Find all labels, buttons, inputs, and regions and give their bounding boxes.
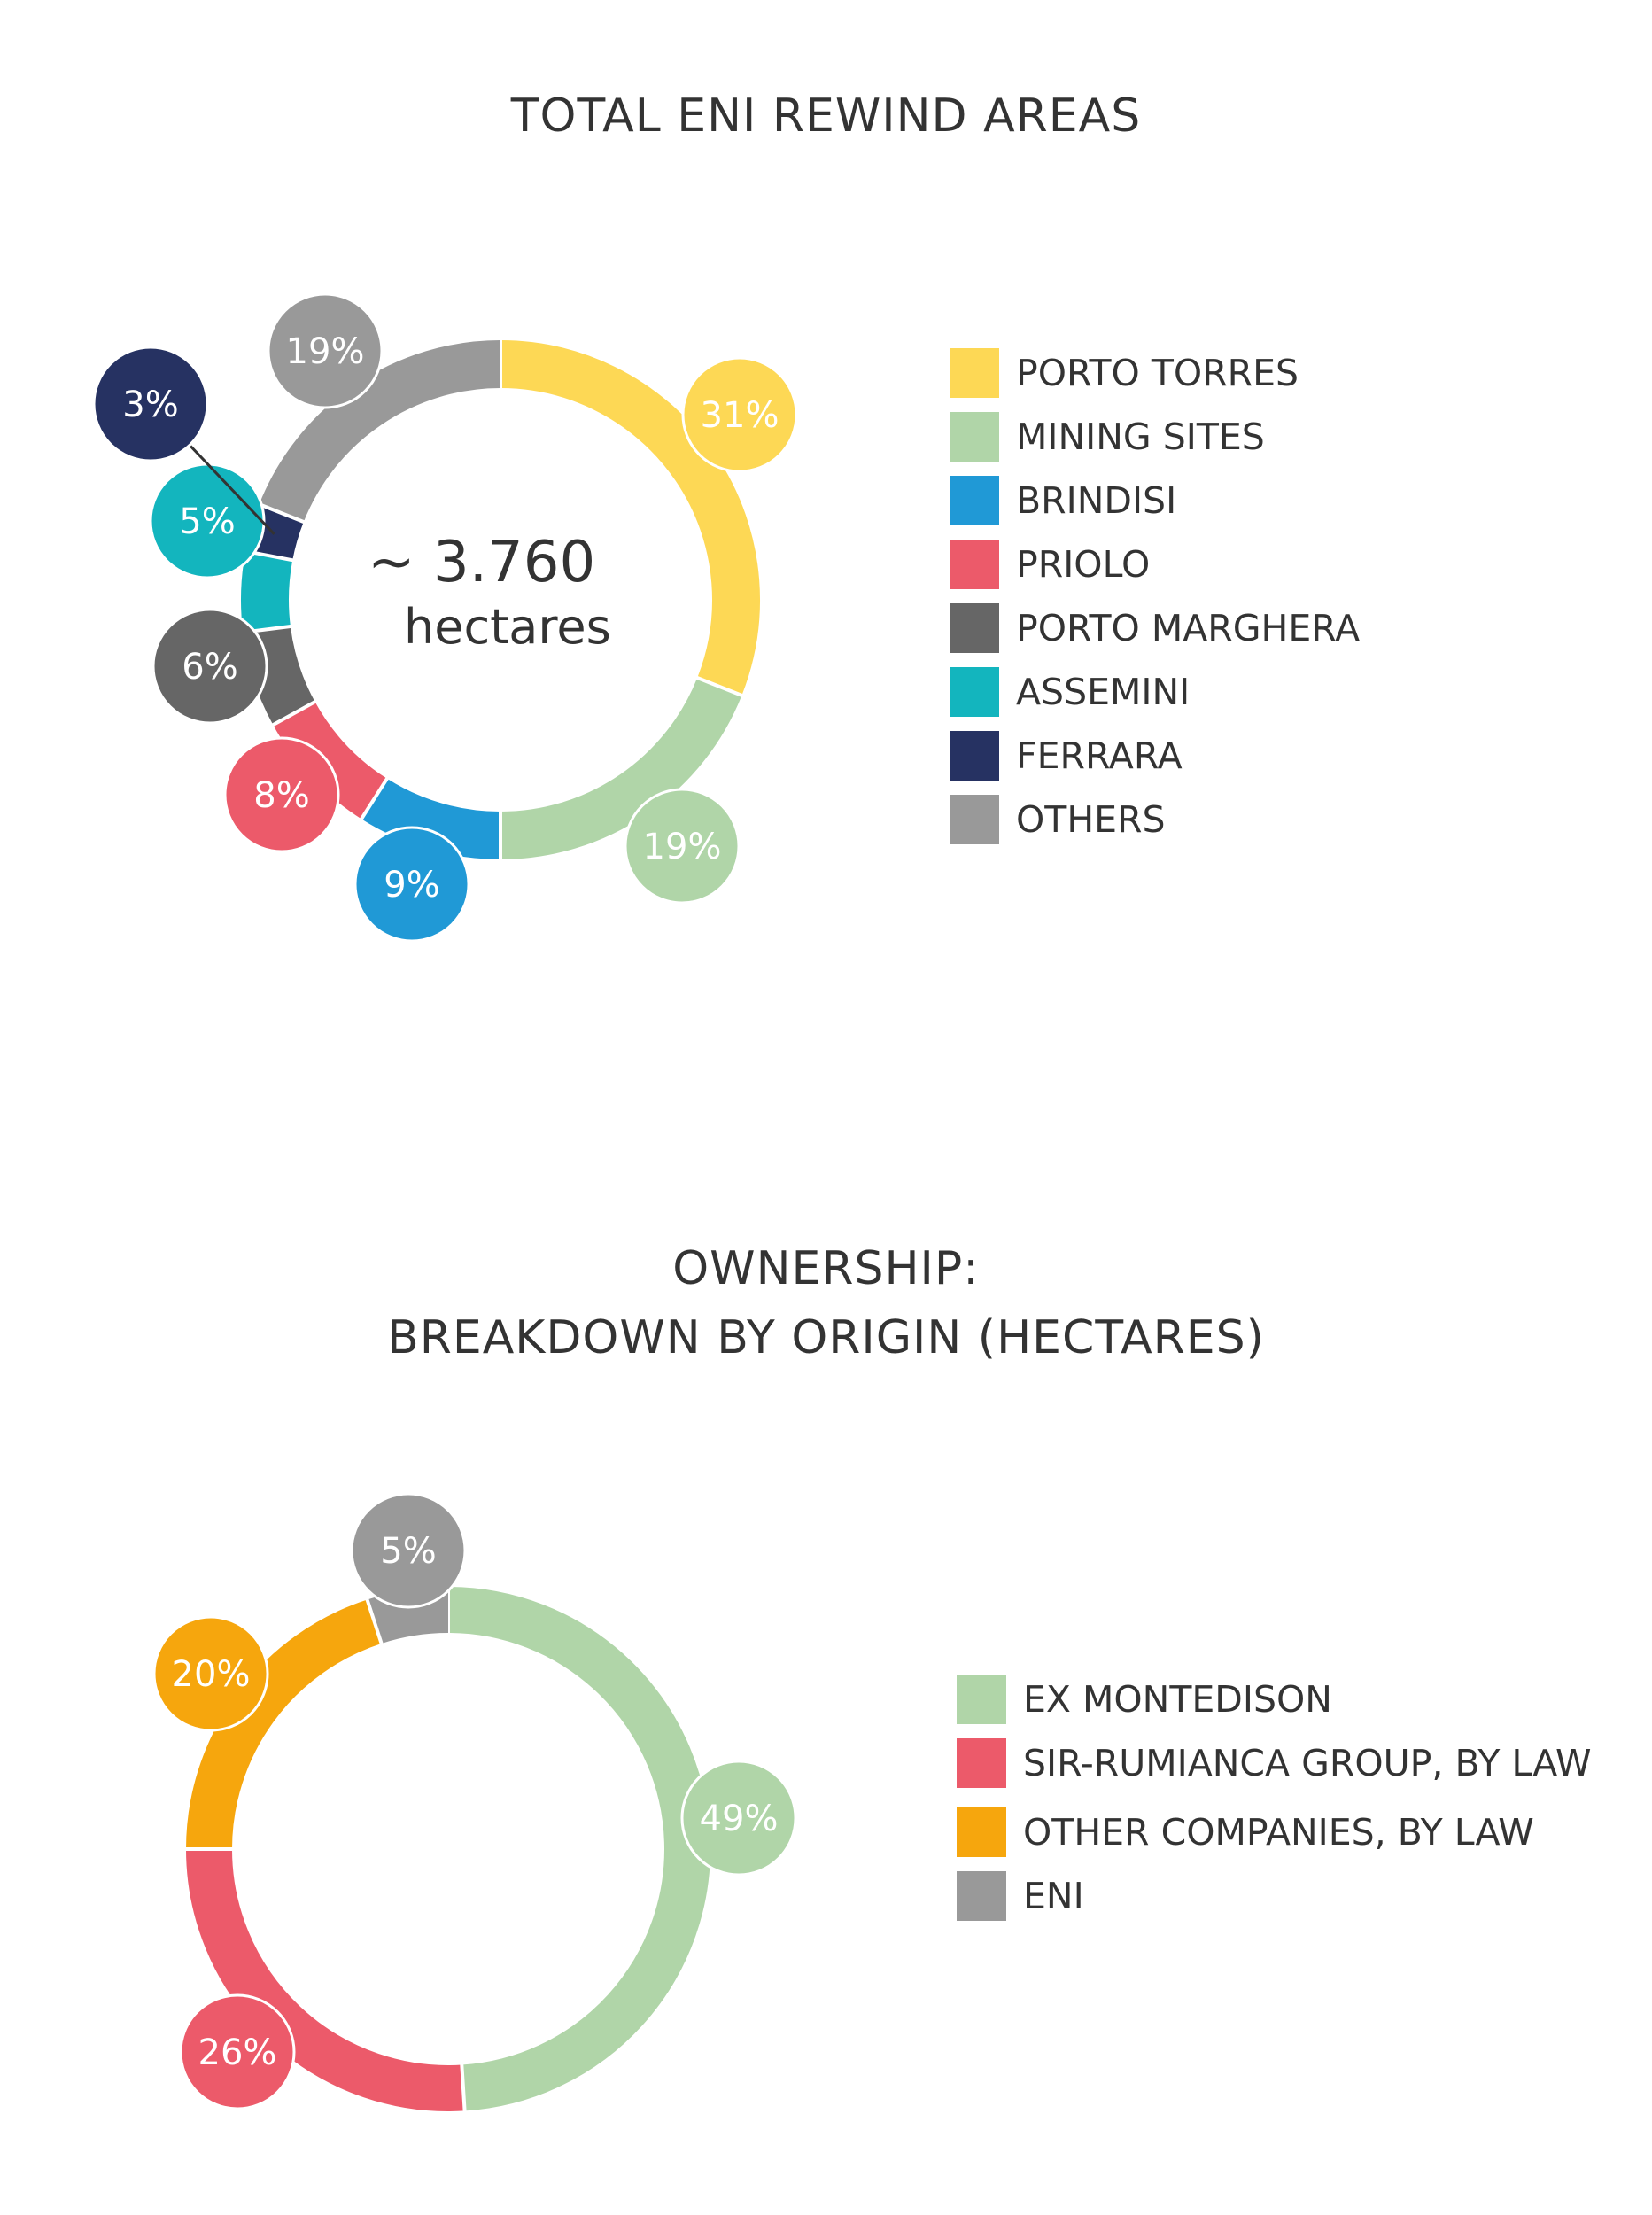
data-label-porto-torres: 31%: [701, 395, 779, 436]
legend-swatch-mining-sites: [950, 412, 999, 462]
value-bubble-other-companies-by-law: [152, 1615, 269, 1732]
donut-segment-porto-torres: [500, 340, 760, 696]
legend-swatch-eni: [957, 1871, 1006, 1921]
donut-segment-porto-marghera: [243, 626, 315, 726]
legend-swatch-porto-marghera: [950, 603, 999, 653]
value-bubble-brindisi: [353, 826, 470, 943]
legend-label-other-companies: OTHER COMPANIES, BY LAW: [1023, 1811, 1534, 1854]
legend-label-sir-rumianca: SIR-RUMIANCA GROUP, BY LAW: [1023, 1742, 1592, 1784]
legend-swatch-ferrara: [950, 731, 999, 781]
data-label-ferrara: 3%: [122, 385, 178, 425]
legend-label-porto-torres: PORTO TORRES: [1016, 352, 1299, 394]
data-label-priolo: 8%: [253, 775, 309, 816]
segment-separator: [359, 776, 390, 821]
legend-swatch-assemini: [950, 667, 999, 717]
legend-swatch-others: [950, 795, 999, 844]
value-bubble-mining-sites: [624, 788, 741, 905]
value-bubble-others: [267, 292, 384, 409]
segment-separator: [695, 675, 744, 698]
legend-swatch-porto-torres: [950, 348, 999, 398]
data-label-others: 19%: [286, 331, 365, 372]
legend-label-assemini: ASSEMINI: [1016, 671, 1191, 713]
data-label-eni: 5%: [380, 1531, 436, 1572]
data-label-assemini: 5%: [179, 501, 235, 542]
legend-label-porto-marghera: PORTO MARGHERA: [1016, 607, 1361, 649]
legend-swatch-ex-montedison: [957, 1675, 1006, 1724]
segment-separator: [365, 1597, 384, 1645]
data-label-sir-rumianca-group-by-law: 26%: [198, 2032, 277, 2073]
donut-segment-assemini: [241, 551, 293, 633]
legend-swatch-other-companies: [957, 1807, 1006, 1857]
chart-1-title: TOTAL ENI REWIND AREAS: [510, 89, 1142, 143]
data-label-brindisi: 9%: [384, 865, 439, 905]
center-total-value: ~ 3.760: [368, 530, 596, 595]
donut-segment-brindisi: [361, 778, 501, 859]
segment-separator: [257, 501, 306, 525]
center-total-unit: hectares: [404, 599, 611, 655]
legend-swatch-sir-rumianca: [957, 1738, 1006, 1788]
value-bubble-porto-torres: [681, 356, 798, 473]
legend-label-eni: ENI: [1023, 1875, 1084, 1917]
donut-segment-others: [259, 340, 501, 523]
value-bubble-ex-montedison: [680, 1760, 797, 1877]
donut-chart-total-areas: 31% 19% 9% 8% 6% 5% 3% 19%: [92, 292, 798, 943]
segment-separator: [460, 2063, 467, 2112]
chart-2-subtitle: BREAKDOWN BY ORIGIN (HECTARES): [387, 1311, 1265, 1364]
legend-label-priolo: PRIOLO: [1016, 543, 1151, 586]
value-bubble-sir-rumianca-group-by-law: [179, 1994, 296, 2110]
legend-label-ferrara: FERRARA: [1016, 734, 1183, 777]
data-label-porto-marghera: 6%: [182, 647, 237, 688]
donut-segment-eni: [367, 1587, 449, 1644]
legend-swatch-priolo: [950, 540, 999, 589]
value-bubble-porto-marghera: [151, 608, 268, 725]
value-bubble-priolo: [223, 736, 340, 853]
value-bubble-ferrara: [92, 346, 209, 462]
value-bubble-eni: [350, 1492, 467, 1609]
legend-label-brindisi: BRINDISI: [1016, 479, 1177, 522]
data-label-ex-montedison: 49%: [700, 1799, 779, 1839]
chart-2-title: OWNERSHIP:: [672, 1242, 980, 1295]
legend-label-mining-sites: MINING SITES: [1016, 416, 1265, 458]
legend-label-others: OTHERS: [1016, 798, 1166, 841]
donut-segment-ex-montedison: [447, 1587, 711, 2111]
donut-segment-mining-sites: [500, 677, 742, 859]
legend-swatch-brindisi: [950, 476, 999, 525]
data-label-mining-sites: 19%: [643, 827, 722, 867]
legend-label-ex-montedison: EX MONTEDISON: [1023, 1678, 1332, 1721]
data-label-other-companies-by-law: 20%: [172, 1654, 251, 1695]
segment-separator: [271, 699, 317, 727]
